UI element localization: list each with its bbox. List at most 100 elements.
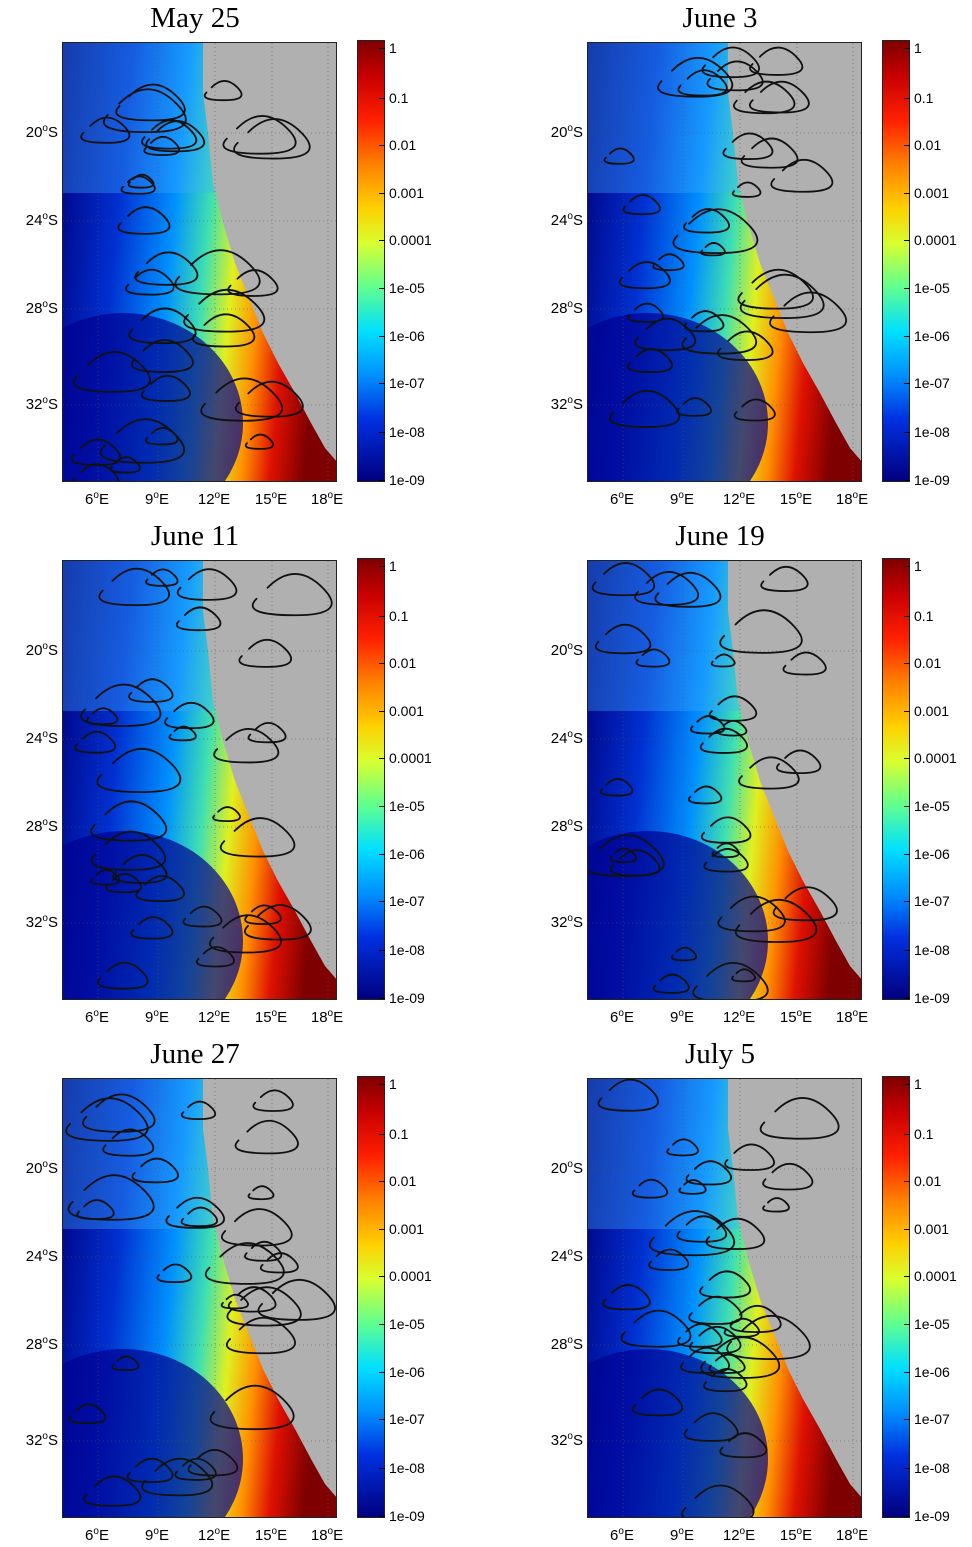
colorbar-label: 0.0001 bbox=[389, 750, 432, 766]
longitude-label: 9oE bbox=[145, 1008, 169, 1026]
filament-contour bbox=[204, 1242, 285, 1285]
filament-contour bbox=[219, 817, 296, 858]
latitude-label: 28oS bbox=[550, 1335, 583, 1353]
colorbar-tick bbox=[379, 1372, 385, 1373]
colorbar-label: 0.001 bbox=[914, 703, 950, 719]
filament-contour bbox=[234, 1119, 299, 1155]
filament-contour bbox=[620, 1309, 692, 1348]
longitude-label: 18oE bbox=[835, 1526, 869, 1544]
colorbar-tick bbox=[379, 193, 385, 194]
colorbar-label: 0.001 bbox=[389, 703, 425, 719]
latitude-label: 24oS bbox=[25, 729, 58, 747]
filament-contour bbox=[631, 1178, 669, 1199]
longitude-label: 18oE bbox=[835, 490, 869, 508]
filament-contour bbox=[677, 69, 728, 97]
filament-contour bbox=[734, 899, 818, 943]
filament-contour bbox=[699, 727, 748, 754]
filament-contour bbox=[760, 565, 809, 592]
panel-title: June 27 bbox=[150, 1038, 240, 1070]
filament-contour bbox=[594, 623, 652, 655]
filament-contour bbox=[90, 869, 121, 886]
filament-contour bbox=[251, 573, 333, 617]
colorbar-label: 0.1 bbox=[914, 608, 934, 624]
filament-contour bbox=[733, 80, 796, 115]
filament-contour bbox=[130, 916, 174, 940]
filament-contour bbox=[145, 426, 179, 446]
colorbar-tick bbox=[379, 240, 385, 241]
latitude-label: 20oS bbox=[550, 641, 583, 659]
filament-contour bbox=[700, 816, 752, 844]
colorbar-label: 1e-08 bbox=[914, 1460, 950, 1476]
map-panel: May 25 20oS 24oS 28oS 32oS 6oE 9oE 12oE 15oE 18oE… bbox=[0, 0, 470, 508]
filament-contour bbox=[72, 351, 152, 393]
colorbar-label: 1 bbox=[914, 40, 922, 56]
filament-contour bbox=[739, 273, 825, 319]
filament-contour bbox=[244, 433, 274, 450]
filament-contour bbox=[683, 310, 725, 333]
land-mask bbox=[728, 1079, 861, 1497]
colorbar-tick bbox=[904, 854, 910, 855]
latitude-label: 24oS bbox=[25, 211, 58, 229]
filament-contour bbox=[200, 377, 284, 422]
colorbar-label: 1 bbox=[914, 1076, 922, 1092]
filament-contour bbox=[599, 778, 634, 797]
filament-contour bbox=[164, 701, 215, 730]
panel-title: June 3 bbox=[682, 2, 758, 34]
colorbar-label: 0.01 bbox=[389, 655, 417, 671]
filament-contour bbox=[676, 397, 712, 417]
map-frame bbox=[587, 1078, 862, 1518]
colorbar-label: 0.01 bbox=[914, 137, 942, 153]
colorbar bbox=[882, 40, 910, 482]
filament-contour bbox=[652, 973, 690, 994]
filament-contour bbox=[602, 1284, 651, 1311]
filament-contour bbox=[115, 83, 186, 122]
filament-contour bbox=[165, 1196, 225, 1229]
filament-contour bbox=[634, 571, 699, 606]
filament-contour bbox=[96, 748, 182, 794]
filament-contour bbox=[708, 695, 758, 722]
filament-contour bbox=[733, 398, 776, 422]
latitude-label: 32oS bbox=[25, 913, 58, 931]
latitude-label: 20oS bbox=[25, 123, 58, 141]
latitude-label: 20oS bbox=[550, 123, 583, 141]
filament-contour bbox=[759, 1097, 840, 1140]
colorbar-tick bbox=[904, 288, 910, 289]
filament-contour bbox=[729, 1304, 782, 1333]
latitude-label: 24oS bbox=[25, 1247, 58, 1265]
colorbar-tick bbox=[904, 758, 910, 759]
filament-contour bbox=[117, 206, 171, 235]
colorbar-tick bbox=[379, 566, 385, 567]
filament-contour bbox=[227, 1286, 277, 1313]
filament-contour bbox=[128, 678, 174, 703]
colorbar-tick bbox=[904, 1324, 910, 1325]
filament-contour bbox=[120, 175, 156, 195]
colorbar-label: 1e-09 bbox=[914, 990, 950, 1006]
filament-contour bbox=[648, 1248, 690, 1271]
longitude-label: 9oE bbox=[670, 1008, 694, 1026]
latitude-label: 24oS bbox=[550, 729, 583, 747]
filament-contour bbox=[134, 251, 199, 286]
filament-contour bbox=[731, 968, 756, 983]
longitude-label: 6oE bbox=[85, 1526, 109, 1544]
colorbar-label: 0.0001 bbox=[389, 1268, 432, 1284]
filament-contour bbox=[717, 720, 748, 737]
colorbar-label: 1 bbox=[389, 1076, 397, 1092]
colorbar-label: 0.0001 bbox=[914, 750, 957, 766]
filament-contour bbox=[705, 1217, 766, 1250]
filament-contour bbox=[681, 314, 758, 355]
colorbar-tick bbox=[379, 480, 385, 481]
colorbar-label: 1e-08 bbox=[914, 942, 950, 958]
filament-contour bbox=[666, 1138, 699, 1157]
colorbar-label: 1 bbox=[389, 40, 397, 56]
colorbar-tick bbox=[904, 711, 910, 712]
colorbar-tick bbox=[379, 432, 385, 433]
filament-contour bbox=[635, 648, 671, 668]
filament-contour bbox=[145, 120, 205, 153]
longitude-label: 9oE bbox=[670, 1526, 694, 1544]
filament-contour bbox=[731, 181, 762, 198]
filament-contour bbox=[762, 1197, 790, 1213]
filament-contour bbox=[603, 147, 635, 165]
colorbar-label: 1e-07 bbox=[389, 375, 425, 391]
colorbar-label: 0.001 bbox=[389, 1221, 425, 1237]
filament-contour bbox=[770, 158, 834, 193]
